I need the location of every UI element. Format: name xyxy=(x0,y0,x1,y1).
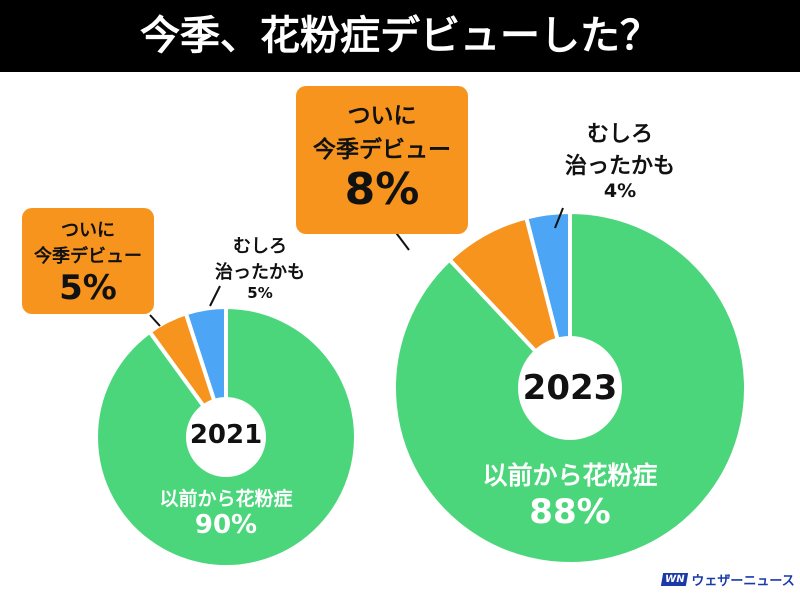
label-value: 4% xyxy=(603,180,637,202)
green-value-2021: 90% xyxy=(194,510,258,540)
pie-center-hole xyxy=(186,397,266,477)
logo-text: ウェザーニュース xyxy=(691,574,795,589)
leader-line xyxy=(149,314,161,327)
orange-label-2021: ついに 今季デビュー 5% xyxy=(22,208,154,314)
green-value-2023: 88% xyxy=(529,492,611,532)
weathernews-logo: WN ウェザーニュース xyxy=(660,570,795,589)
label-line: ついに xyxy=(61,220,115,241)
label-value: 5% xyxy=(247,284,273,302)
leader-line xyxy=(554,207,564,229)
label-line: むしろ xyxy=(586,122,653,147)
label-line: 今季デビュー xyxy=(313,137,451,163)
orange-label-2023: ついに 今季デビュー 8% xyxy=(296,86,468,234)
label-line: むしろ xyxy=(233,236,287,257)
blue-label-2021: むしろ 治ったかも 5% xyxy=(205,232,315,302)
green-name-2021: 以前から花粉症 xyxy=(159,488,293,510)
page-title: 今季、花粉症デビューした？ xyxy=(0,0,800,72)
label-line: ついに xyxy=(347,103,417,129)
label-value: 8% xyxy=(344,164,420,215)
label-line: 治ったかも xyxy=(564,154,675,179)
label-value: 5% xyxy=(59,268,117,308)
year-2021: 2021 xyxy=(189,420,263,450)
pie-center-hole xyxy=(518,336,622,440)
logo-mark: WN xyxy=(660,573,689,586)
leader-line xyxy=(209,285,221,307)
green-name-2023: 以前から花粉症 xyxy=(482,461,658,490)
slice-green-2023 xyxy=(392,209,748,566)
label-line: 今季デビュー xyxy=(34,246,142,267)
blue-label-2023: むしろ 治ったかも 4% xyxy=(560,116,680,202)
label-line: 治ったかも xyxy=(215,262,305,283)
year-2023: 2023 xyxy=(522,368,618,408)
